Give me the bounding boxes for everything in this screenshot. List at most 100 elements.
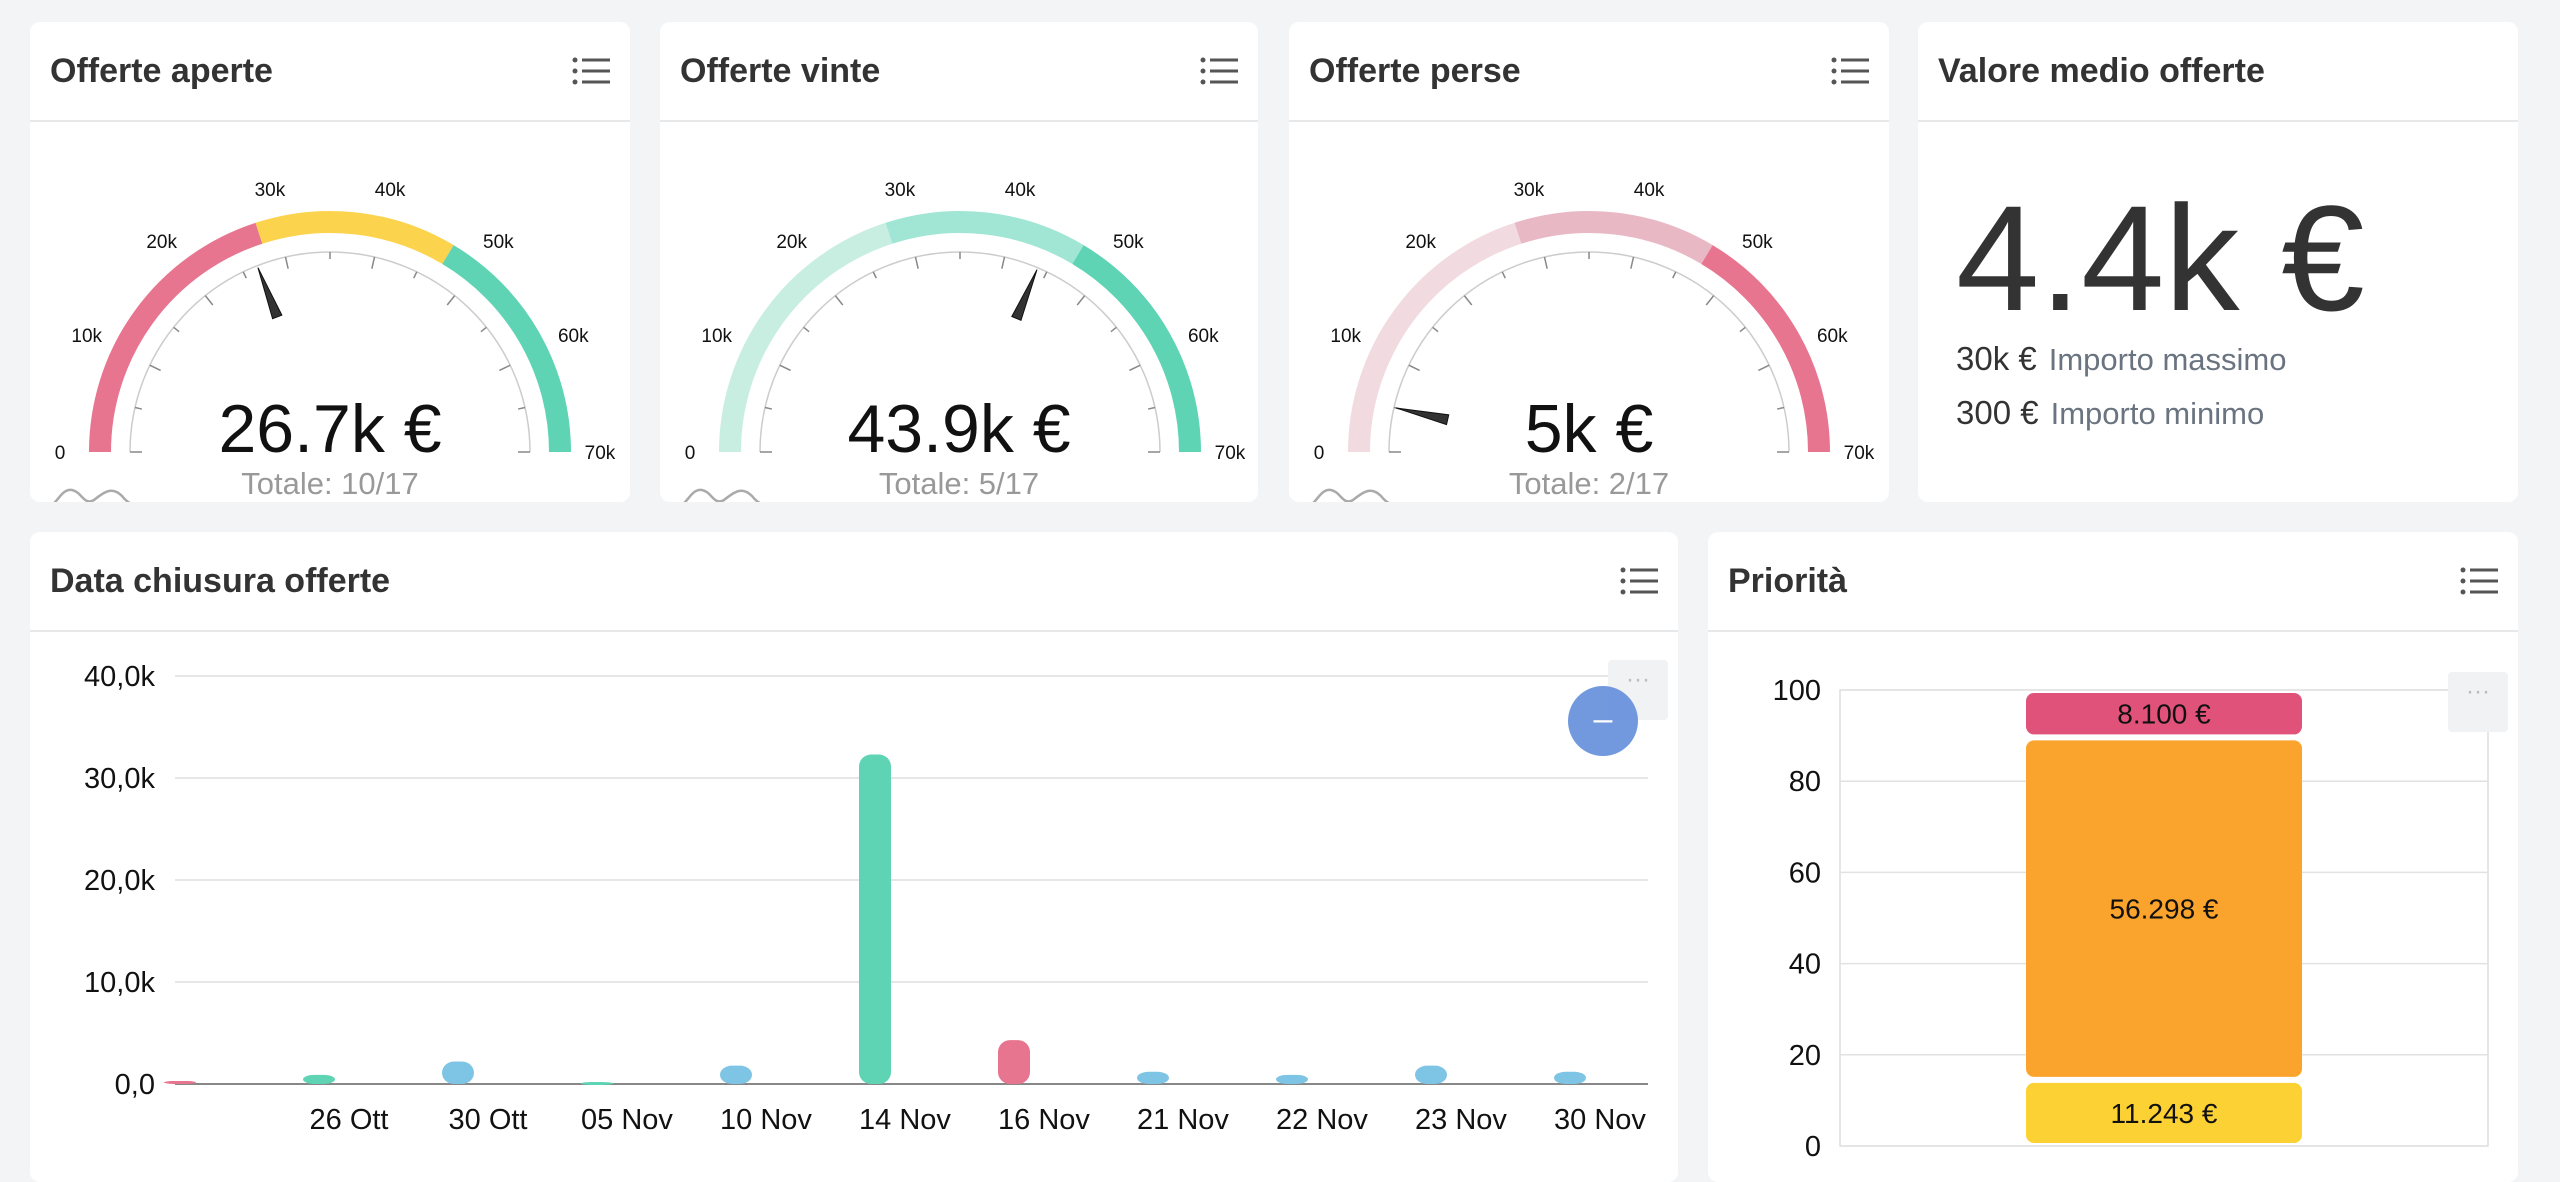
gauge-tick <box>1501 271 1506 279</box>
gauge-tick <box>1129 364 1141 372</box>
card-header: Offerte perse <box>1289 22 1889 122</box>
gauge-tick-label: 50k <box>483 232 514 253</box>
stack-segment <box>2026 1082 2302 1143</box>
gauge-tick-label: 70k <box>1215 443 1246 462</box>
gauge-tick-label: 30k <box>885 180 916 201</box>
card-header: Offerte vinte <box>660 22 1258 122</box>
gauge-band-2 <box>442 245 571 453</box>
gauge-tick <box>803 326 810 333</box>
y-tick-label: 60 <box>1789 857 1821 889</box>
bar <box>998 1040 1030 1084</box>
y-tick-label: 20,0k <box>84 865 155 897</box>
gauge-tick-label: 60k <box>558 326 589 347</box>
gauge-tick <box>1672 271 1677 279</box>
gauge-chart: 0 10k 20k 30k 40k 50k 60k 70k <box>55 180 616 462</box>
sparkline-icon <box>53 488 131 502</box>
gauge-tick <box>1076 295 1086 306</box>
gauge-tick <box>134 406 143 410</box>
gauge-total: Totale: 10/17 <box>241 466 419 501</box>
bar <box>1137 1071 1169 1084</box>
bar <box>720 1065 752 1084</box>
card-title: Data chiusura offerte <box>50 561 391 600</box>
segment-label: 11.243 € <box>2111 1098 2218 1129</box>
priority-chart: 0 20 40 60 80 100 11.243 € 56.298 € 8.100 € <box>1773 675 2489 1163</box>
x-tick-label: 26 Ott <box>310 1104 389 1136</box>
gauge-total: Totale: 2/17 <box>1508 466 1670 501</box>
gauge-value: 5k € <box>1524 391 1654 467</box>
chart-menu-button[interactable]: ··· <box>2448 672 2508 732</box>
gauge-tick-label: 70k <box>1844 443 1875 462</box>
gauge-tick <box>1043 271 1048 279</box>
gauge-tick <box>1630 256 1635 269</box>
gauge-band-1 <box>1514 211 1713 265</box>
gauge-band-0 <box>1348 222 1522 453</box>
bar <box>164 1080 196 1084</box>
gauge-band-2 <box>1701 245 1830 453</box>
gauge-tick-label: 0 <box>685 443 696 462</box>
y-tick-label: 30,0k <box>84 763 155 795</box>
gauge-tick-label: 0 <box>55 443 66 462</box>
list-icon[interactable] <box>1620 566 1658 596</box>
gauge-band-1 <box>255 211 454 265</box>
list-icon[interactable] <box>1831 56 1869 86</box>
x-tick-label: 30 Nov <box>1554 1104 1646 1136</box>
card-header: Data chiusura offerte <box>30 532 1678 632</box>
gauge-chart: 0 10k 20k 30k 40k 50k 60k 70k <box>1314 180 1875 462</box>
gauge-needle <box>1011 269 1038 322</box>
list-icon[interactable] <box>2460 566 2498 596</box>
card-title: Offerte aperte <box>50 51 273 90</box>
max-amount-row: 30k € Importo massimo <box>1956 340 2286 378</box>
sparkline-icon <box>1312 488 1390 502</box>
gauge-tick-label: 40k <box>1005 180 1036 201</box>
gauge-tick <box>1147 406 1156 410</box>
card-header: Valore medio offerte <box>1918 22 2518 122</box>
gauge-tick <box>914 256 919 269</box>
gauge-value: 43.9k € <box>847 391 1071 467</box>
x-tick-label: 16 Nov <box>998 1104 1090 1136</box>
gauge-tick <box>1408 364 1420 372</box>
x-tick-label: 21 Nov <box>1137 1104 1229 1136</box>
bar <box>1276 1074 1308 1084</box>
min-amount-value: 300 € <box>1956 394 2039 431</box>
x-tick-label: 10 Nov <box>720 1104 812 1136</box>
gauge-tick-label: 60k <box>1188 326 1219 347</box>
gauge-tick <box>149 364 161 372</box>
bar <box>303 1074 335 1084</box>
gauge-tick <box>499 364 511 372</box>
gauge-tick <box>779 364 791 372</box>
bar <box>1554 1071 1586 1084</box>
gauge-tick <box>834 295 844 306</box>
gauge-value: 26.7k € <box>218 391 442 467</box>
gauge-tick-label: 0 <box>1314 443 1325 462</box>
average-value-card: Valore medio offerte 4.4k € 30k € Importo… <box>1918 22 2518 502</box>
gauge-tick-label: 20k <box>1405 232 1436 253</box>
gauge-tick <box>1776 406 1785 410</box>
x-tick-label: 30 Ott <box>449 1104 528 1136</box>
gauge-tick <box>1463 295 1473 306</box>
gauge-tick-label: 10k <box>701 326 732 347</box>
card-header: Offerte aperte <box>30 22 630 122</box>
card-header: Priorità <box>1708 532 2518 632</box>
gauge-tick-label: 20k <box>146 232 177 253</box>
gauge-tick <box>764 406 773 410</box>
gauge-tick-label: 30k <box>255 180 286 201</box>
x-tick-label: 14 Nov <box>859 1104 951 1136</box>
stack-segment <box>2026 740 2302 1077</box>
sparkline-icon <box>683 488 761 502</box>
gauge-total: Totale: 5/17 <box>878 466 1040 501</box>
gauge-tick-label: 50k <box>1742 232 1773 253</box>
gauge-tick <box>413 271 418 279</box>
gauge-tick <box>1705 295 1715 306</box>
closing-date-chart: 0,0 10,0k 20,0k 30,0k 40,0k 26 Ott 30 Ott 05 No… <box>84 661 1648 1136</box>
gauge-tick-label: 70k <box>585 443 616 462</box>
gauge-card-offerte-aperte: Offerte aperte 0 10k 20k 30k 40k 50k 60k 70k 26… <box>30 22 630 502</box>
y-tick-label: 40 <box>1789 949 1821 981</box>
collapse-button[interactable]: – <box>1568 686 1638 756</box>
gauge-tick <box>173 326 180 333</box>
gauge-tick <box>1432 326 1439 333</box>
list-icon[interactable] <box>1200 56 1238 86</box>
y-tick-label: 0 <box>1805 1131 1821 1163</box>
list-icon[interactable] <box>572 56 610 86</box>
gauge-chart: 0 10k 20k 30k 40k 50k 60k 70k <box>685 180 1246 462</box>
x-tick-label: 22 Nov <box>1276 1104 1368 1136</box>
